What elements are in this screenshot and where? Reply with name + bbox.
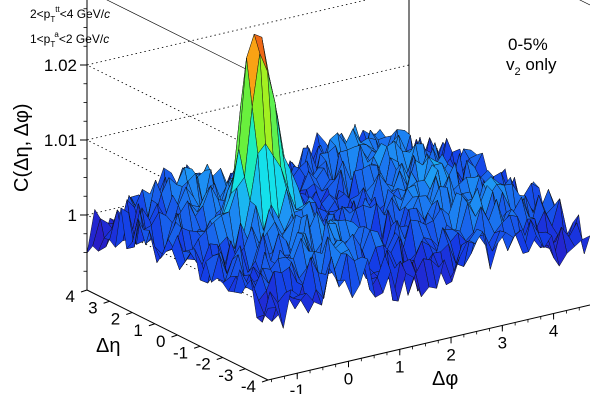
phi-tick-label: -1 <box>290 381 305 394</box>
phi-tick-label: 3 <box>498 333 507 352</box>
phi-tick-label: 2 <box>446 345 455 364</box>
eta-tick-label: -3 <box>218 366 233 385</box>
eta-tick-mark <box>193 345 201 349</box>
eta-tick-mark <box>171 334 178 338</box>
surface-mesh <box>86 33 590 329</box>
z-axis-title: C(Δη, Δφ) <box>11 103 33 192</box>
top-right-edge <box>579 0 590 6</box>
y-axis-title: Δη <box>96 335 120 357</box>
eta-tick-label: 4 <box>66 287 75 306</box>
phi-tick-label: 0 <box>344 369 353 388</box>
phi-tick-label: 4 <box>549 321 558 340</box>
eta-tick-mark <box>126 312 133 315</box>
phi-axis-line <box>267 304 590 381</box>
eta-tick-label: -2 <box>196 355 211 374</box>
assoc-pt-label: 1<pTa<2 GeV/c <box>30 30 109 49</box>
x-axis-title: Δφ <box>432 368 458 390</box>
eta-tick-label: 0 <box>156 332 165 351</box>
z-tick-label: 1.01 <box>44 131 77 150</box>
centrality-label: 0-5% <box>508 35 548 54</box>
eta-tick-mark <box>103 300 110 304</box>
eta-tick-mark <box>261 379 269 383</box>
phi-tick-label: 1 <box>395 357 404 376</box>
eta-tick-label: 2 <box>111 310 120 329</box>
z-tick-label: 1 <box>68 206 77 225</box>
surface-cell <box>262 291 276 323</box>
trigger-pt-label: 2<pTtt<4 GeV/c <box>30 5 110 24</box>
eta-tick-label: 1 <box>133 321 142 340</box>
eta-tick-label: -1 <box>173 343 188 362</box>
eta-tick-label: -4 <box>241 377 256 394</box>
eta-tick-mark <box>216 357 223 360</box>
top-left-edge <box>106 0 269 81</box>
eta-tick-mark <box>239 368 246 372</box>
z-tick-label: 1.02 <box>44 56 77 75</box>
eta-tick-mark <box>80 289 88 293</box>
eta-tick-mark <box>148 323 156 327</box>
eta-tick-label: 3 <box>88 298 97 317</box>
method-label: v2 only <box>506 55 557 78</box>
